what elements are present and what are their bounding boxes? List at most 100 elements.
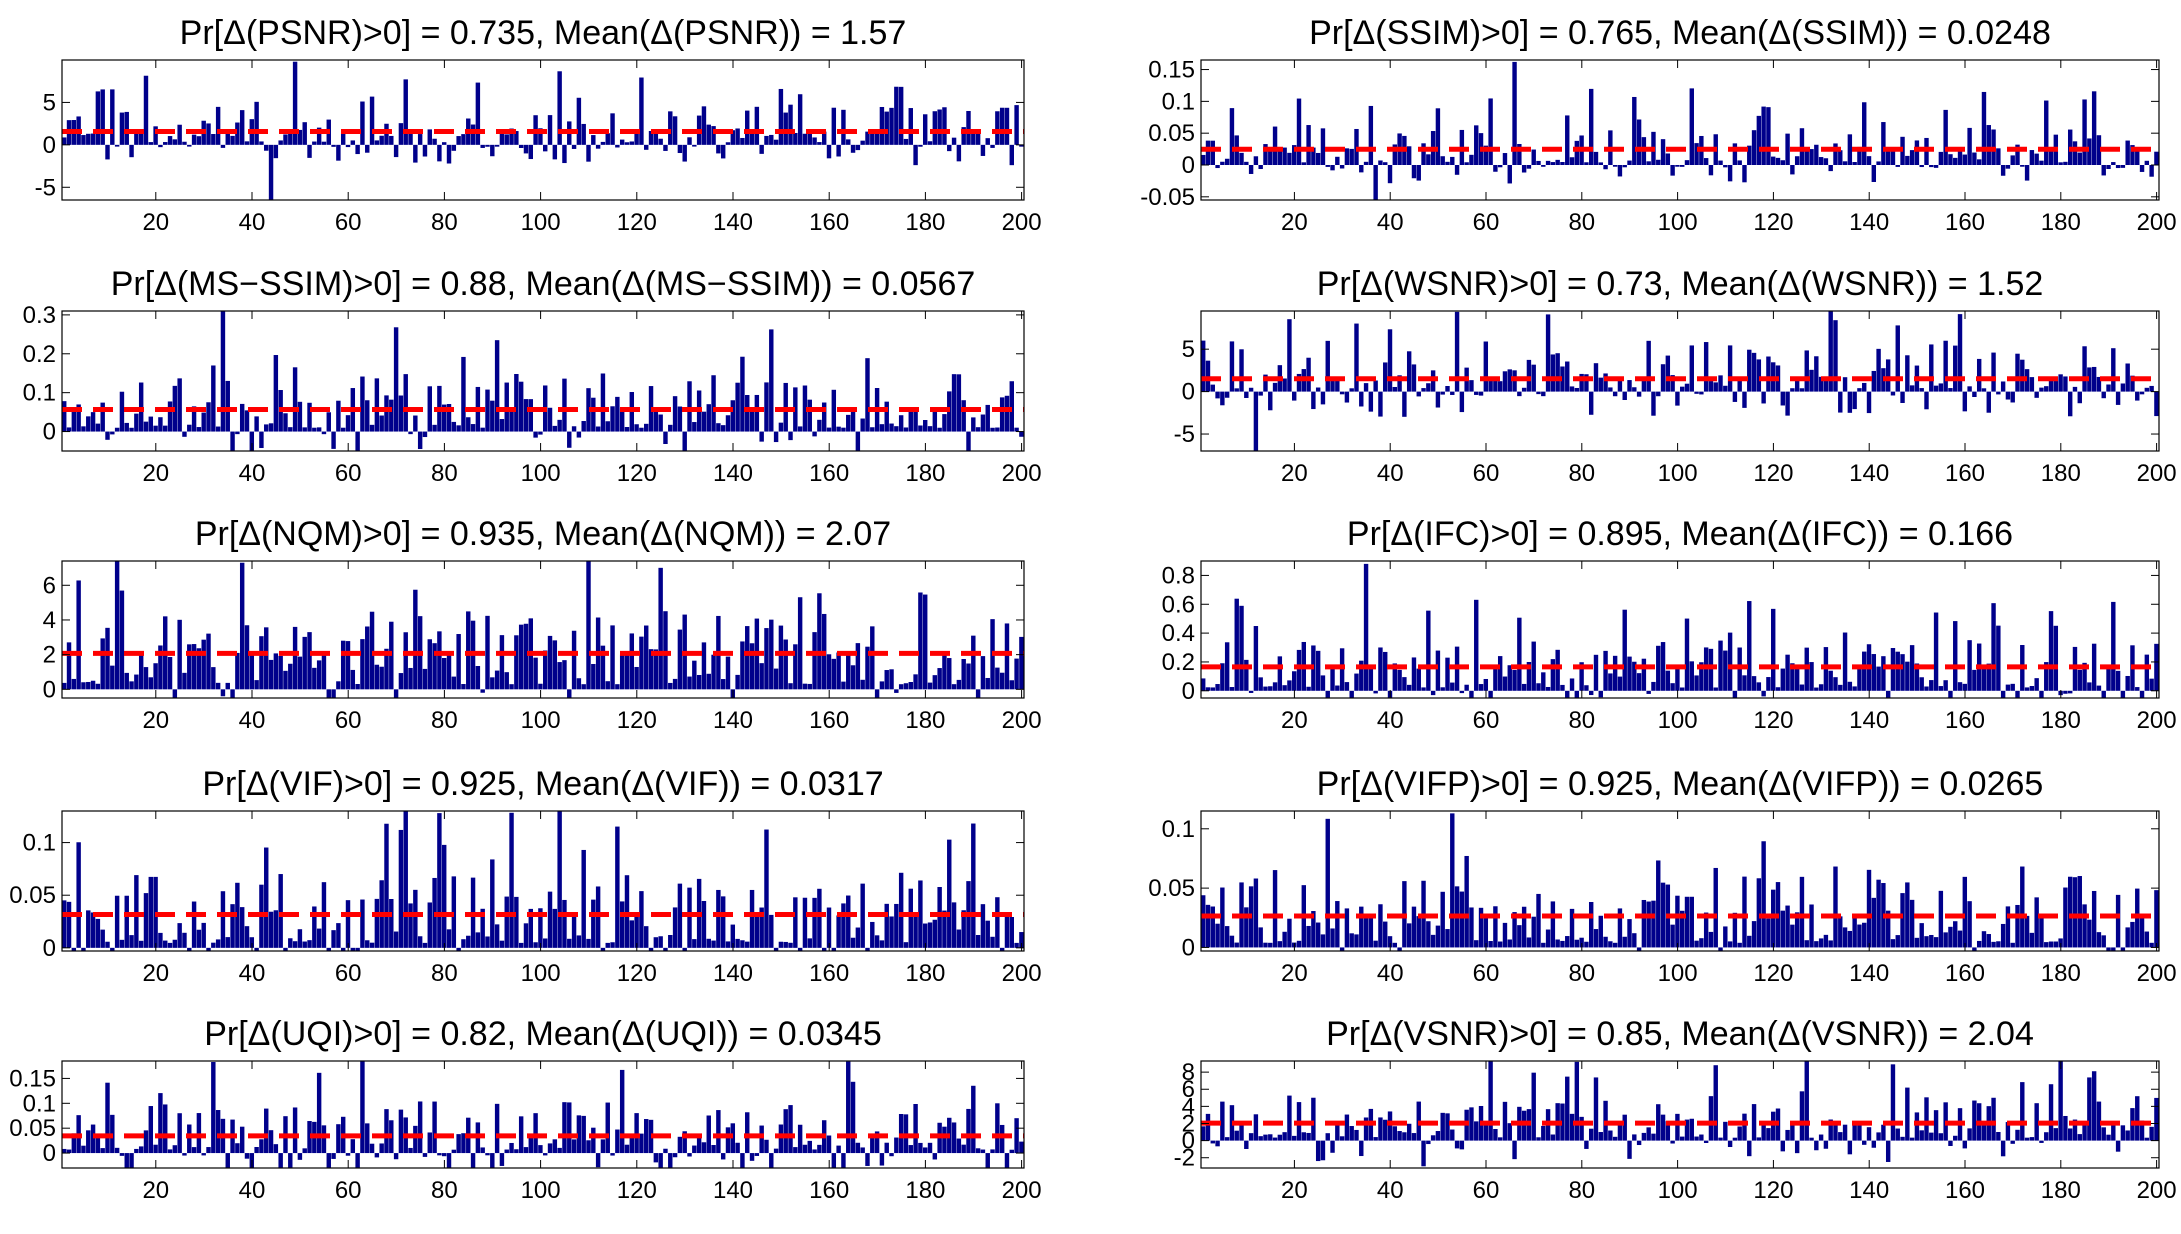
bar [2154, 1097, 2159, 1141]
bar [2048, 941, 2054, 948]
axes-box [61, 59, 1025, 201]
bar [1215, 923, 1220, 948]
bar [1315, 152, 1321, 165]
bar [2087, 367, 2092, 392]
subplot-5: Pr[Δ(NQM)>0] = 0.935, Mean(Δ(NQM)) = 2.0… [43, 515, 1042, 734]
bar [1814, 1140, 1819, 1151]
bar [1991, 603, 1996, 691]
bar [2144, 1137, 2150, 1141]
bar [1220, 1101, 1225, 1141]
bar [1809, 904, 1814, 948]
bar [1550, 659, 1556, 691]
bar [1603, 165, 1608, 170]
bar [2063, 376, 2068, 392]
bar [1502, 676, 1508, 691]
bar [1799, 128, 1805, 165]
bar [95, 683, 101, 690]
bar [1814, 144, 1819, 165]
bar [1708, 931, 1714, 948]
bar [1014, 427, 1019, 432]
bar [2106, 947, 2111, 951]
bar [1244, 391, 1249, 398]
bar [182, 431, 187, 437]
bar [2144, 387, 2150, 392]
bar [942, 1126, 947, 1154]
bar [187, 644, 192, 690]
bar [672, 396, 678, 432]
y-tick-label: 6 [1182, 1076, 1195, 1103]
bar [850, 408, 856, 432]
bar [865, 646, 870, 690]
bar [1680, 386, 1685, 392]
bar [211, 1062, 216, 1154]
bar [2067, 690, 2073, 694]
bar [980, 144, 986, 156]
bar [884, 1142, 889, 1154]
bar [812, 1149, 817, 1154]
bar [1248, 1133, 1254, 1141]
y-tick-label: 0 [1182, 152, 1195, 179]
bar [725, 941, 731, 948]
y-tick-label: 0 [1182, 678, 1195, 705]
bar [884, 111, 889, 145]
bar [1244, 161, 1249, 165]
bar [1689, 661, 1694, 691]
bar [389, 135, 394, 145]
bar [523, 399, 529, 432]
bar [1292, 671, 1297, 691]
x-tick-label: 180 [905, 707, 945, 734]
bar [360, 1061, 365, 1154]
bar [1986, 391, 1991, 413]
bar [100, 1148, 105, 1154]
bar [1488, 380, 1493, 392]
bar [509, 1142, 514, 1154]
bar [264, 627, 269, 690]
x-tick-label: 120 [1753, 707, 1793, 734]
bar [644, 144, 649, 150]
bar [1785, 654, 1790, 691]
bar [1608, 673, 1613, 691]
bar [879, 106, 885, 145]
bar [533, 431, 538, 438]
subplot-title: Pr[Δ(SSIM)>0] = 0.765, Mean(Δ(SSIM)) = 0… [1309, 14, 2051, 52]
bar [514, 374, 519, 432]
bar [870, 1138, 875, 1154]
bar [1943, 680, 1948, 691]
bar [942, 107, 947, 145]
bar [995, 897, 1000, 948]
bar [644, 926, 649, 948]
bar [619, 901, 625, 948]
y-tick-label: 0 [43, 1140, 56, 1167]
bar [1651, 681, 1656, 691]
bar [1565, 361, 1570, 392]
bar [586, 388, 591, 432]
bar [749, 643, 755, 690]
x-tick-label: 160 [1945, 960, 1985, 987]
x-tick-label: 80 [1568, 707, 1595, 734]
bar [610, 1153, 615, 1156]
bar [971, 1085, 976, 1154]
bar [1287, 680, 1292, 691]
bar [408, 1147, 413, 1154]
bar [1713, 687, 1718, 691]
bar [778, 422, 784, 432]
bar [619, 1069, 625, 1154]
bar [1684, 896, 1690, 948]
bar [942, 414, 947, 432]
bar [1617, 380, 1623, 392]
x-tick-label: 60 [1473, 707, 1500, 734]
subplot-title: Pr[Δ(NQM)>0] = 0.935, Mean(Δ(NQM)) = 2.0… [195, 515, 891, 553]
bar [793, 897, 798, 948]
bar [307, 402, 312, 432]
bar [538, 128, 543, 145]
x-tick-label: 200 [2137, 460, 2177, 487]
bar [1876, 879, 1881, 948]
bar [1895, 165, 1900, 167]
bar [1727, 165, 1733, 182]
bar [701, 642, 707, 690]
bar [2024, 165, 2030, 181]
bar [239, 110, 245, 145]
subplot-title: Pr[Δ(UQI)>0] = 0.82, Mean(Δ(UQI)) = 0.03… [204, 1015, 882, 1053]
bar [1890, 149, 1896, 165]
bar [331, 144, 336, 147]
